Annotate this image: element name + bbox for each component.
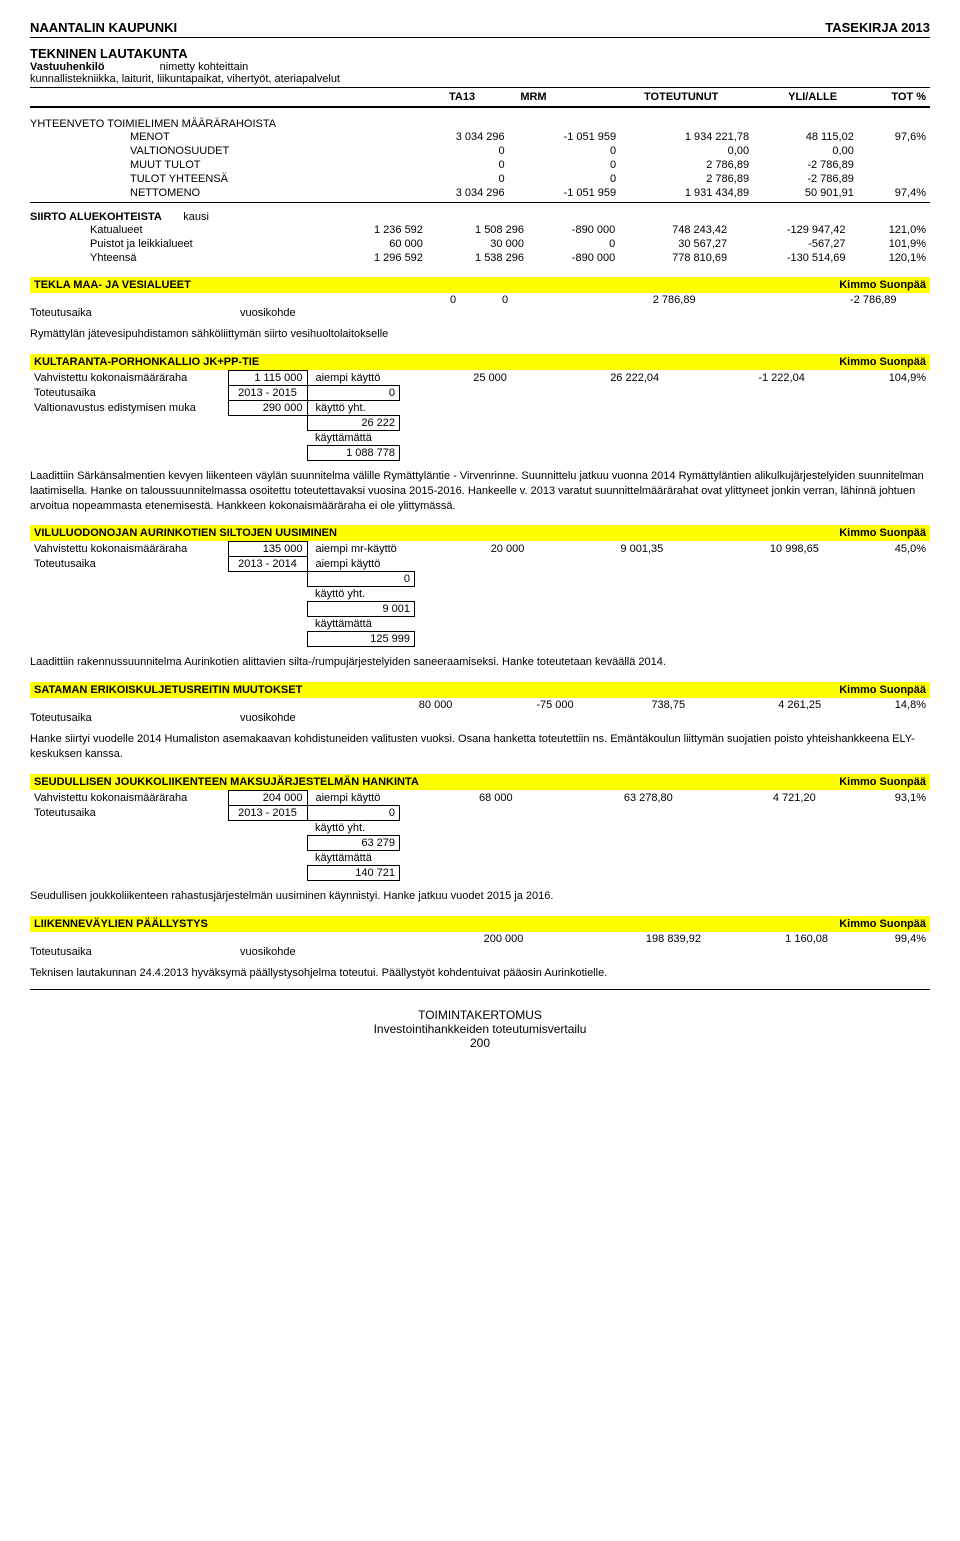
sataman-bar: SATAMAN ERIKOISKULJETUSREITIN MUUTOKSETK…: [30, 682, 930, 698]
siirto-note: kausi: [183, 211, 209, 223]
sataman-tot: Toteutusaikavuosikohde: [30, 712, 930, 724]
liikenne-row: 200 000198 839,921 160,0899,4%: [30, 932, 930, 946]
kultaranta-row: Vahvistettu kokonaismääräraha 1 115 000 …: [30, 370, 930, 461]
siirto-table: Katualueet1 236 5921 508 296-890 000748 …: [30, 223, 930, 265]
liikenne-para: Teknisen lautakunnan 24.4.2013 hyväksymä…: [30, 966, 930, 981]
tekla-bar: TEKLA MAA- JA VESIALUEETKimmo Suonpää: [30, 277, 930, 293]
header-right: TASEKIRJA 2013: [825, 20, 930, 35]
sataman-row: 80 000-75 000738,754 261,2514,8%: [30, 698, 930, 712]
liikenne-bar: LIIKENNEVÄYLIEN PÄÄLLYSTYSKimmo Suonpää: [30, 916, 930, 932]
board-title: TEKNINEN LAUTAKUNTA: [30, 46, 930, 61]
tekla-row: 002 786,89-2 786,89: [30, 293, 930, 307]
tekla-para: Rymättylän jätevesipuhdistamon sähköliit…: [30, 327, 930, 342]
summary-table: MENOT3 034 296-1 051 9591 934 221,7848 1…: [30, 130, 930, 200]
page-footer: TOIMINTAKERTOMUS Investointihankkeiden t…: [30, 1008, 930, 1050]
seudullisen-row: Vahvistettu kokonaismääräraha 204 000 ai…: [30, 790, 930, 881]
seudullisen-bar: SEUDULLISEN JOUKKOLIIKENTEEN MAKSUJÄRJES…: [30, 774, 930, 790]
liikenne-tot: Toteutusaikavuosikohde: [30, 946, 930, 958]
tekla-tot: Toteutusaikavuosikohde: [30, 307, 930, 319]
responsible-line: Vastuuhenkilö nimetty kohteittain: [30, 61, 930, 73]
summary-heading: YHTEENVETO TOIMIELIMEN MÄÄRÄRAHOISTA: [30, 118, 930, 130]
scope-line: kunnallistekniikka, laiturit, liikuntapa…: [30, 73, 930, 85]
sataman-para: Hanke siirtyi vuodelle 2014 Humaliston a…: [30, 732, 930, 762]
viluluodon-bar: VILULUODONOJAN AURINKOTIEN SILTOJEN UUSI…: [30, 525, 930, 541]
kultaranta-para: Laadittiin Särkänsalmentien kevyen liike…: [30, 469, 930, 514]
viluluodon-row: Vahvistettu kokonaismääräraha 135 000 ai…: [30, 541, 930, 647]
viluluodon-para: Laadittiin rakennussuunnitelma Aurinkoti…: [30, 655, 930, 670]
column-headers: TA13 MRM TOTEUTUNUT YLI/ALLE TOT %: [30, 90, 930, 104]
kultaranta-bar: KULTARANTA-PORHONKALLIO JK+PP-TIEKimmo S…: [30, 354, 930, 370]
page-header: NAANTALIN KAUPUNKI TASEKIRJA 2013: [30, 20, 930, 35]
siirto-title: SIIRTO ALUEKOHTEISTA: [30, 211, 162, 223]
header-left: NAANTALIN KAUPUNKI: [30, 20, 177, 35]
seudullisen-para: Seudullisen joukkoliikenteen rahastusjär…: [30, 889, 930, 904]
